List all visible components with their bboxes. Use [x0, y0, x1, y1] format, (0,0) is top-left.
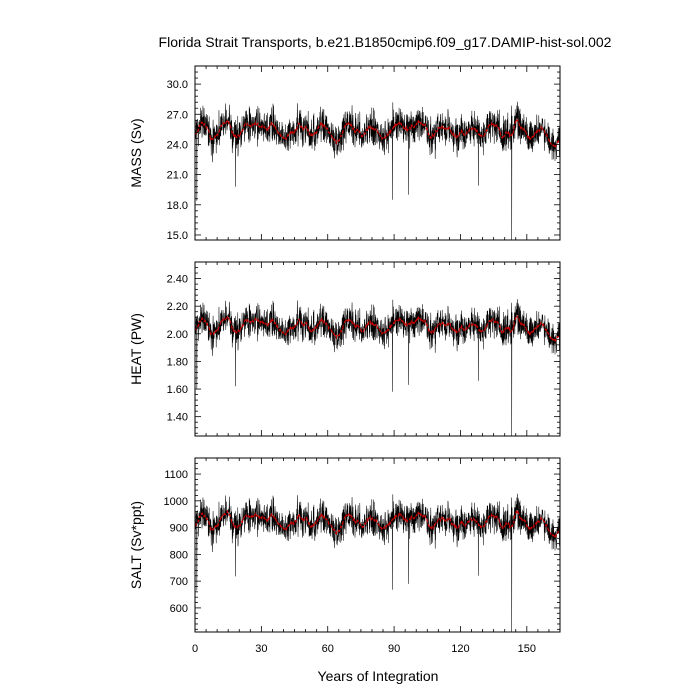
- x-tick-label: 150: [518, 643, 536, 655]
- y-tick-label: 2.40: [167, 274, 188, 286]
- heat-panel: 1.40 1.60 1.80 2.00 2.20 2.40 HEAT (PW): [128, 261, 561, 437]
- y-tick-label: 1100: [164, 469, 188, 481]
- plot-frame: [194, 261, 561, 437]
- plot-frame: [194, 457, 561, 633]
- y-axis-label: SALT (Sv*ppt): [128, 501, 144, 589]
- monthly-series-line: [195, 493, 560, 632]
- x-axis-label: Years of Integration: [318, 668, 439, 684]
- x-tick-label: 90: [388, 643, 400, 655]
- chart-title: Florida Strait Transports, b.e21.B1850cm…: [159, 34, 612, 50]
- y-tick-label: 15.0: [167, 230, 188, 242]
- running-mean-line: [195, 314, 560, 343]
- y-tick-label: 700: [170, 576, 188, 588]
- x-tick-label: 0: [192, 643, 198, 655]
- y-tick-label: 27.0: [167, 109, 188, 121]
- y-tick-label: 18.0: [167, 200, 188, 212]
- y-axis-label: HEAT (PW): [128, 313, 144, 385]
- running-mean-line: [195, 509, 560, 538]
- y-tick-label: 600: [170, 603, 188, 615]
- y-tick-label: 800: [170, 549, 188, 561]
- y-tick-label: 1.60: [167, 384, 188, 396]
- salt-panel: 600 700 800 900 1000 1100 SALT (Sv*ppt) 0 30 60 90…: [128, 457, 561, 655]
- mass-panel: 15.0 18.0 21.0 24.0 27.0 30.0 MASS (Sv): [128, 65, 561, 242]
- plot-frame: [194, 65, 561, 241]
- y-tick-label: 2.00: [167, 329, 188, 341]
- y-tick-label: 1.80: [167, 356, 188, 368]
- y-tick-label: 1.40: [167, 412, 188, 424]
- x-tick-label: 30: [255, 643, 267, 655]
- y-tick-label: 900: [170, 523, 188, 535]
- monthly-series-line: [195, 101, 560, 240]
- y-tick-label: 1000: [164, 496, 188, 508]
- y-tick-label: 2.20: [167, 301, 188, 313]
- x-tick-label: 120: [451, 643, 469, 655]
- monthly-series-line: [195, 299, 560, 436]
- y-tick-label: 24.0: [167, 139, 188, 151]
- running-mean-line: [195, 118, 560, 148]
- y-tick-label: 21.0: [167, 170, 188, 182]
- y-tick-label: 30.0: [167, 79, 188, 91]
- x-tick-label: 60: [322, 643, 334, 655]
- y-axis-label: MASS (Sv): [128, 118, 144, 187]
